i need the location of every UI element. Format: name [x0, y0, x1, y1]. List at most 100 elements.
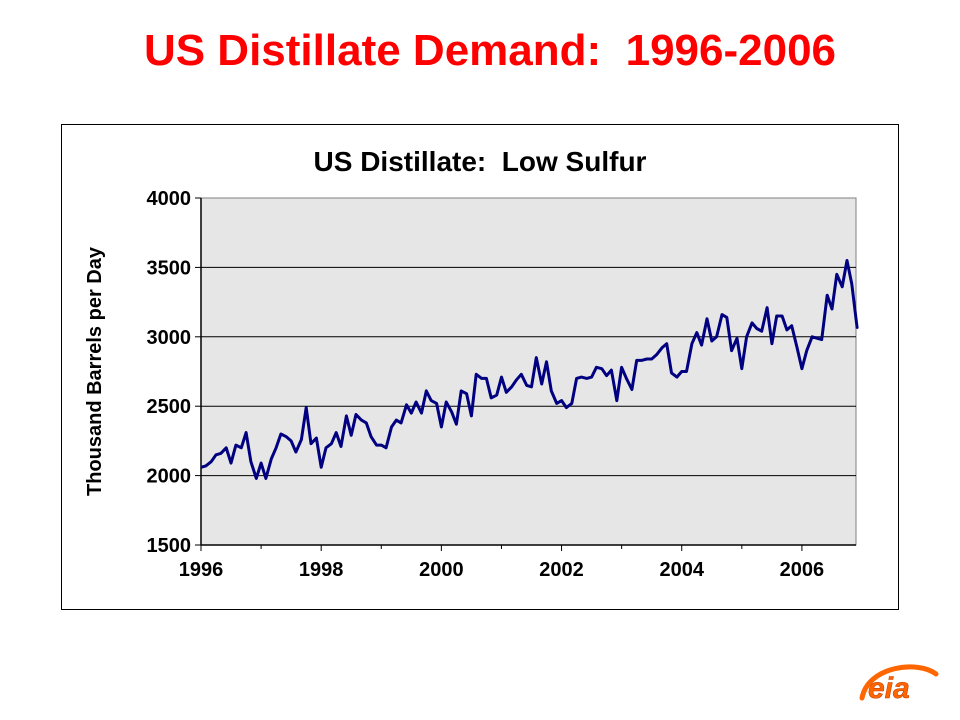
data-point [320, 466, 322, 468]
data-point [490, 397, 492, 399]
data-point [445, 401, 447, 403]
data-point [816, 337, 818, 339]
data-point [200, 466, 202, 468]
data-point [205, 465, 207, 467]
series-line [200, 259, 859, 480]
data-point [856, 327, 858, 330]
data-point [676, 376, 678, 378]
data-point [310, 443, 312, 445]
data-point [440, 426, 442, 428]
data-point [436, 402, 438, 404]
data-point [530, 386, 533, 388]
chart-title: US Distillate: Low Sulfur [314, 146, 647, 177]
data-point [210, 461, 212, 463]
data-point [771, 343, 773, 345]
y-tick-label: 1500 [147, 535, 192, 557]
data-point [631, 388, 633, 391]
data-point [305, 407, 307, 409]
data-point [721, 314, 723, 316]
data-point [350, 434, 352, 436]
data-point [380, 444, 382, 446]
data-point [791, 325, 793, 327]
data-point [571, 402, 573, 404]
data-point [285, 436, 287, 438]
data-point [610, 369, 613, 371]
data-point [325, 447, 327, 449]
data-point [640, 359, 643, 361]
data-point [295, 451, 297, 453]
eia-logo: eia [859, 664, 939, 705]
data-point [245, 432, 247, 434]
data-point [701, 344, 703, 346]
data-point [230, 462, 232, 464]
data-point [485, 377, 487, 379]
data-point [240, 447, 242, 449]
data-point [526, 384, 528, 386]
data-point [670, 372, 673, 374]
y-tick-label: 3000 [147, 327, 192, 349]
data-point [736, 337, 738, 339]
chart-frame: US Distillate: Low Sulfur Thousand Barre… [61, 124, 899, 610]
data-point [235, 444, 237, 446]
data-point [716, 336, 718, 338]
data-point [586, 377, 588, 379]
data-point [220, 452, 222, 454]
data-point [455, 423, 457, 425]
data-point [400, 422, 402, 424]
data-point [475, 373, 477, 375]
data-point [370, 436, 372, 438]
data-point [756, 327, 758, 330]
data-point [265, 477, 267, 479]
data-point [806, 350, 808, 352]
data-point [786, 329, 788, 331]
data-point [761, 330, 763, 332]
y-tick-label: 2000 [147, 466, 192, 488]
data-point [340, 445, 342, 448]
data-point [315, 437, 317, 439]
data-point [846, 259, 848, 262]
data-point [365, 422, 367, 424]
data-point [395, 419, 397, 421]
data-point [375, 444, 378, 446]
data-point [746, 336, 748, 338]
data-point [726, 316, 728, 318]
data-point [685, 370, 688, 373]
data-point [335, 432, 337, 434]
x-tick-label: 2002 [539, 559, 584, 581]
data-point [330, 443, 332, 445]
data-point [636, 359, 638, 361]
data-point [451, 411, 453, 413]
data-point [505, 391, 507, 393]
data-point [405, 404, 408, 406]
data-point [466, 393, 468, 395]
data-point [666, 343, 668, 345]
data-point [711, 340, 713, 342]
data-point [496, 394, 498, 396]
data-point [646, 358, 648, 360]
data-point [565, 407, 567, 409]
data-point [831, 308, 833, 310]
data-point [651, 358, 653, 360]
data-point [836, 273, 838, 275]
data-point [355, 413, 357, 416]
data-point [706, 318, 708, 320]
data-point [255, 477, 257, 479]
data-point [430, 400, 432, 402]
data-point [625, 377, 628, 379]
data-point [776, 315, 778, 317]
x-tick-label: 2000 [419, 559, 464, 581]
data-point [275, 447, 277, 449]
data-point [470, 415, 472, 417]
data-point [556, 402, 558, 404]
data-point [270, 458, 272, 460]
data-point [541, 383, 543, 385]
data-point [731, 350, 733, 352]
data-point [225, 447, 227, 449]
eia-logo-text: eia [868, 672, 910, 705]
data-point [595, 366, 598, 368]
distillate-line-chart: US Distillate: Low Sulfur Thousand Barre… [84, 146, 859, 581]
data-point [661, 347, 663, 349]
data-point [410, 412, 412, 414]
data-point [290, 440, 292, 442]
data-point [591, 376, 593, 378]
